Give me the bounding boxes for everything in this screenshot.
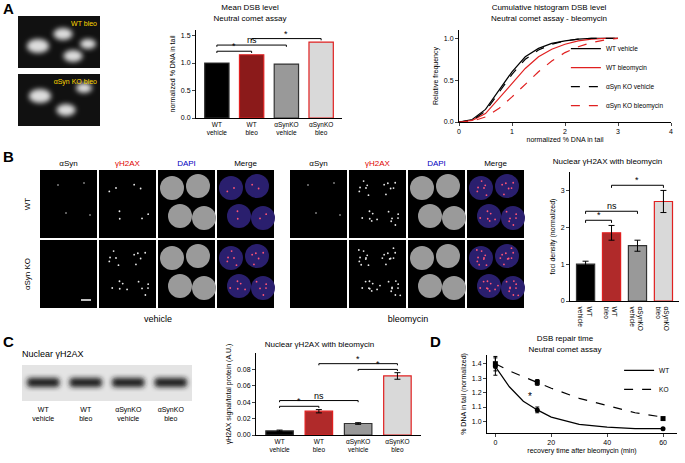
svg-text:Nuclear γH2AX: Nuclear γH2AX (22, 349, 84, 359)
svg-text:0.06: 0.06 (237, 382, 251, 389)
svg-text:bleomycin: bleomycin (388, 314, 429, 324)
svg-text:3: 3 (616, 128, 620, 135)
svg-text:*: * (284, 29, 288, 39)
svg-text:bleo: bleo (164, 415, 177, 422)
svg-text:WT: WT (80, 406, 92, 413)
svg-text:0.02: 0.02 (237, 415, 251, 422)
svg-text:40: 40 (603, 439, 611, 446)
svg-text:ns: ns (247, 35, 257, 45)
svg-text:60: 60 (659, 439, 667, 446)
svg-text:*: * (297, 396, 301, 406)
svg-text:WT bleomycin: WT bleomycin (606, 64, 647, 72)
svg-text:*: * (232, 41, 236, 51)
svg-text:ns: ns (314, 391, 324, 401)
svg-text:αSynKObleo: αSynKObleo (385, 438, 409, 453)
svg-text:*: * (635, 175, 639, 185)
svg-text:Relative frequency: Relative frequency (432, 47, 440, 105)
svg-text:WT bleo: WT bleo (71, 20, 97, 27)
svg-text:WT vehicle: WT vehicle (606, 45, 638, 52)
svg-text:αSyn KO bleomycin: αSyn KO bleomycin (606, 102, 664, 110)
svg-text:1.2: 1.2 (472, 389, 482, 396)
svg-text:Mean DSB levelNeutral comet as: Mean DSB levelNeutral comet assay (214, 3, 287, 22)
svg-text:γH2AX: γH2AX (115, 159, 141, 168)
svg-text:0.5: 0.5 (444, 77, 454, 84)
svg-text:WTvehicle: WTvehicle (207, 121, 228, 136)
svg-text:αSynKOvehicle: αSynKOvehicle (274, 121, 298, 136)
svg-text:αSyn: αSyn (59, 159, 77, 168)
html-text:B: B (3, 148, 14, 165)
svg-text:*: * (528, 391, 532, 402)
svg-text:γH2AX: γH2AX (365, 159, 391, 168)
svg-text:WTvehicle: WTvehicle (577, 307, 592, 328)
svg-text:αSynKObleo: αSynKObleo (309, 121, 333, 136)
svg-text:20: 20 (547, 439, 555, 446)
html-text:D: D (430, 333, 441, 350)
svg-text:αSyn KO bleo: αSyn KO bleo (54, 78, 97, 86)
svg-text:WT: WT (38, 406, 50, 413)
svg-text:Nuclear γH2AX with bleomycin: Nuclear γH2AX with bleomycin (553, 157, 662, 166)
svg-text:2: 2 (563, 128, 567, 135)
svg-text:Merge: Merge (234, 159, 257, 168)
svg-text:DSB repair timeNeutral comet a: DSB repair timeNeutral comet assay (529, 334, 602, 353)
svg-text:1.3: 1.3 (472, 375, 482, 382)
svg-text:vehicle: vehicle (144, 314, 172, 324)
svg-text:*: * (356, 354, 360, 364)
svg-text:WTbleo: WTbleo (245, 121, 258, 136)
svg-text:αSyn KO vehicle: αSyn KO vehicle (606, 83, 655, 91)
svg-text:normalized % DNA in tail: normalized % DNA in tail (169, 35, 176, 112)
svg-text:0: 0 (561, 297, 565, 304)
html-text:A: A (3, 0, 14, 17)
svg-text:WTbleo: WTbleo (603, 307, 618, 320)
svg-text:1.0: 1.0 (444, 35, 454, 42)
svg-text:% DNA in tail (normalized): % DNA in tail (normalized) (460, 353, 468, 435)
svg-text:4: 4 (669, 128, 673, 135)
svg-text:KO: KO (659, 386, 668, 393)
svg-text:1.1: 1.1 (472, 403, 482, 410)
svg-text:recovery time after bleomycin: recovery time after bleomycin (min) (527, 447, 636, 455)
svg-text:2: 2 (561, 224, 565, 231)
svg-text:vehicle: vehicle (32, 415, 54, 422)
svg-text:αSynKOvehicle: αSynKOvehicle (346, 438, 370, 453)
svg-text:ns: ns (607, 201, 617, 211)
svg-text:*: * (597, 210, 601, 220)
svg-text:foci density (normalized): foci density (normalized) (549, 199, 557, 275)
svg-text:Cumulative histogram DSB level: Cumulative histogram DSB levelNeutral co… (491, 3, 607, 22)
svg-text:Nuclear γH2AX with bleomycin: Nuclear γH2AX with bleomycin (265, 340, 374, 349)
svg-text:0: 0 (457, 128, 461, 135)
svg-text:αSynKOvehicle: αSynKOvehicle (629, 307, 644, 331)
svg-text:1: 1 (510, 128, 514, 135)
svg-text:WT: WT (659, 367, 669, 374)
svg-text:0: 0 (493, 439, 497, 446)
svg-text:*: * (376, 359, 380, 369)
svg-text:vehicle: vehicle (117, 415, 139, 422)
html-text:C: C (3, 333, 14, 350)
svg-text:Merge: Merge (484, 159, 507, 168)
svg-text:DAPI: DAPI (427, 159, 446, 168)
svg-text:WT: WT (23, 198, 32, 211)
svg-text:γH2AX signal/total protein (A.: γH2AX signal/total protein (A.U.) (225, 344, 233, 445)
svg-text:αSyn: αSyn (309, 159, 327, 168)
svg-text:DAPI: DAPI (177, 159, 196, 168)
svg-text:1.0: 1.0 (181, 59, 191, 66)
svg-text:0.00: 0.00 (237, 431, 251, 438)
svg-text:1: 1 (561, 261, 565, 268)
svg-text:αSynKObleo: αSynKObleo (655, 307, 670, 331)
svg-text:bleo: bleo (79, 415, 92, 422)
svg-text:1.0: 1.0 (472, 418, 482, 425)
svg-text:1.4: 1.4 (472, 360, 482, 367)
svg-text:normalized % DNA in tail: normalized % DNA in tail (526, 136, 603, 143)
svg-text:0.08: 0.08 (237, 366, 251, 373)
svg-text:WTbleo: WTbleo (313, 438, 326, 453)
svg-text:0.5: 0.5 (181, 87, 191, 94)
svg-text:0.0: 0.0 (181, 114, 191, 121)
svg-text:0.04: 0.04 (237, 399, 251, 406)
svg-text:1.5: 1.5 (181, 32, 191, 39)
svg-text:3: 3 (561, 187, 565, 194)
svg-text:WTvehicle: WTvehicle (269, 438, 290, 453)
svg-text:αSynKO: αSynKO (158, 406, 185, 414)
svg-text:αSyn KO: αSyn KO (23, 258, 32, 290)
svg-text:0.0: 0.0 (444, 118, 454, 125)
svg-text:αSynKO: αSynKO (115, 406, 142, 414)
